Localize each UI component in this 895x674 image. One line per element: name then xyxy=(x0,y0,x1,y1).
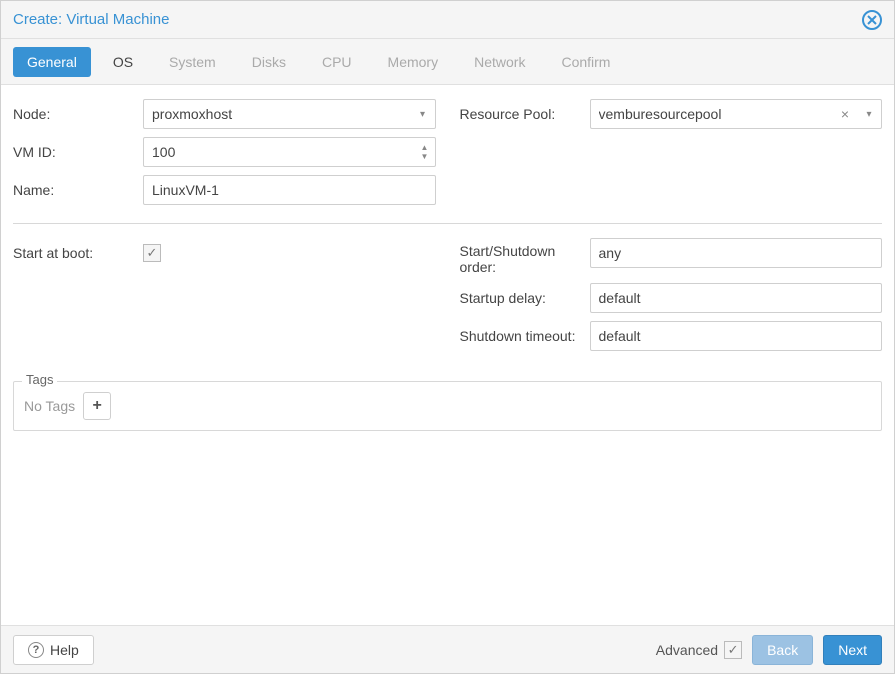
help-label: Help xyxy=(50,642,79,658)
field-startup-delay: Startup delay: xyxy=(460,283,883,313)
tab-os[interactable]: OS xyxy=(99,47,147,77)
plus-icon: + xyxy=(92,397,101,415)
field-node: Node: ▾ xyxy=(13,99,436,129)
name-label: Name: xyxy=(13,182,143,198)
chevron-down-icon[interactable]: ▾ xyxy=(856,99,882,129)
back-button[interactable]: Back xyxy=(752,635,813,665)
spinner-icon[interactable]: ▲▼ xyxy=(414,137,436,167)
startup-delay-label: Startup delay: xyxy=(460,290,590,306)
vmid-input[interactable] xyxy=(143,137,436,167)
wizard-tabs: General OS System Disks CPU Memory Netwo… xyxy=(1,39,894,85)
close-icon[interactable] xyxy=(862,10,882,30)
tab-system: System xyxy=(155,47,230,77)
add-tag-button[interactable]: + xyxy=(83,392,111,420)
field-name: Name: xyxy=(13,175,436,205)
start-shutdown-order-label: Start/Shutdown order: xyxy=(460,238,590,275)
tab-confirm: Confirm xyxy=(547,47,624,77)
start-at-boot-label: Start at boot: xyxy=(13,245,143,261)
field-vmid: VM ID: ▲▼ xyxy=(13,137,436,167)
footer: ? Help Advanced ✓ Back Next xyxy=(1,625,894,673)
field-start-at-boot: Start at boot: ✓ xyxy=(13,238,436,268)
advanced-toggle[interactable]: Advanced ✓ xyxy=(656,641,742,659)
window-title: Create: Virtual Machine xyxy=(13,11,169,28)
no-tags-text: No Tags xyxy=(24,398,75,414)
field-start-shutdown-order: Start/Shutdown order: xyxy=(460,238,883,275)
help-button[interactable]: ? Help xyxy=(13,635,94,665)
vmid-label: VM ID: xyxy=(13,144,143,160)
divider xyxy=(13,223,882,224)
help-icon: ? xyxy=(28,642,44,658)
advanced-checkbox[interactable]: ✓ xyxy=(724,641,742,659)
titlebar: Create: Virtual Machine xyxy=(1,1,894,39)
field-resource-pool: Resource Pool: × ▾ xyxy=(460,99,883,129)
tab-disks: Disks xyxy=(238,47,300,77)
node-combo[interactable] xyxy=(143,99,436,129)
start-at-boot-checkbox[interactable]: ✓ xyxy=(143,244,161,262)
clear-icon[interactable]: × xyxy=(834,99,856,129)
resource-pool-label: Resource Pool: xyxy=(460,106,590,122)
tab-memory: Memory xyxy=(374,47,453,77)
next-button[interactable]: Next xyxy=(823,635,882,665)
form-content: Node: ▾ VM ID: ▲▼ Name: xyxy=(1,85,894,625)
start-shutdown-order-input[interactable] xyxy=(590,238,883,268)
tags-fieldset: Tags No Tags + xyxy=(13,381,882,431)
name-input[interactable] xyxy=(143,175,436,205)
shutdown-timeout-input[interactable] xyxy=(590,321,883,351)
chevron-down-icon[interactable]: ▾ xyxy=(410,99,436,129)
field-shutdown-timeout: Shutdown timeout: xyxy=(460,321,883,351)
node-label: Node: xyxy=(13,106,143,122)
tags-legend: Tags xyxy=(22,372,57,387)
shutdown-timeout-label: Shutdown timeout: xyxy=(460,328,590,344)
tab-cpu: CPU xyxy=(308,47,366,77)
tab-network: Network xyxy=(460,47,539,77)
startup-delay-input[interactable] xyxy=(590,283,883,313)
tab-general[interactable]: General xyxy=(13,47,91,77)
advanced-label: Advanced xyxy=(656,642,718,658)
create-vm-window: Create: Virtual Machine General OS Syste… xyxy=(0,0,895,674)
